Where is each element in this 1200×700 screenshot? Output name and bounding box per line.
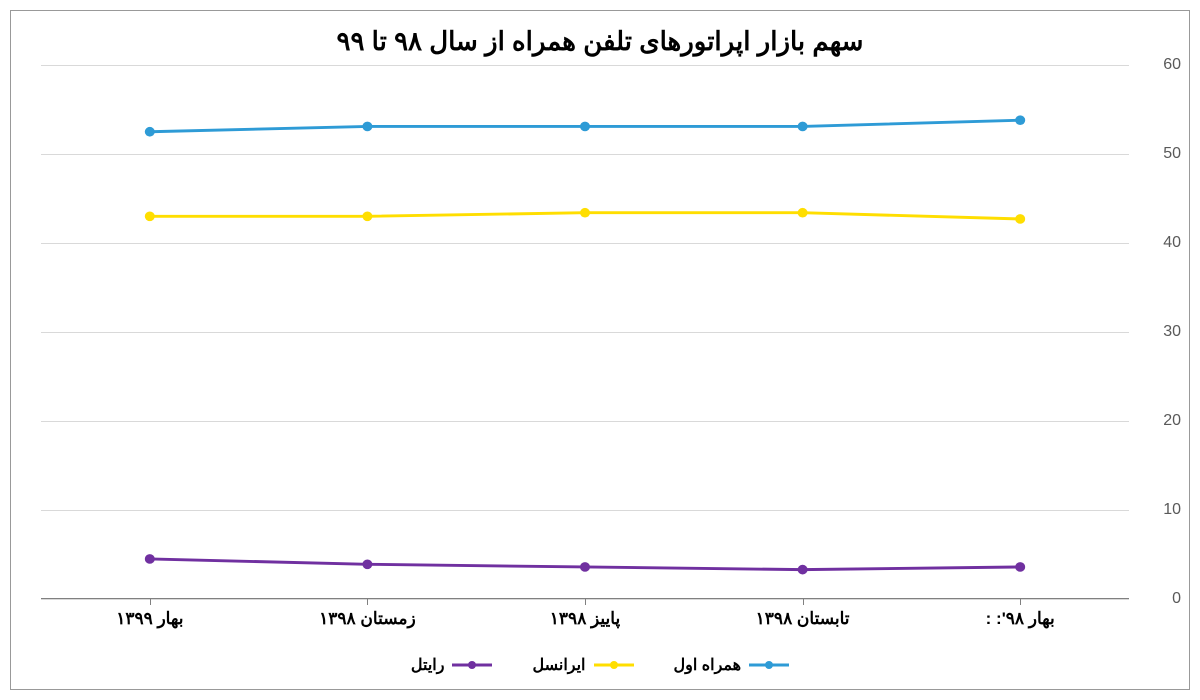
legend-marker-icon (594, 659, 634, 671)
x-axis: بهار ۹۸': :تابستان ۱۳۹۸پاییز ۱۳۹۸زمستان … (41, 599, 1129, 643)
y-tick-label: 10 (1163, 501, 1181, 519)
legend-marker-icon (749, 659, 789, 671)
x-tick-label: بهار ۱۳۹۹ (41, 599, 259, 643)
legend-marker-icon (452, 659, 492, 671)
series-marker (362, 211, 372, 221)
series-marker (580, 562, 590, 572)
legend-item: ایرانسل (532, 655, 633, 675)
series-marker (1015, 115, 1025, 125)
x-tick-mark (367, 599, 368, 605)
series-marker (145, 127, 155, 137)
x-tick-label: بهار ۹۸': : (911, 599, 1129, 643)
y-tick-label: 30 (1163, 323, 1181, 341)
legend: همراه اول ایرانسل رایتل (11, 643, 1189, 689)
series-marker (798, 565, 808, 575)
y-tick-label: 0 (1172, 590, 1181, 608)
legend-label: همراه اول (674, 655, 742, 675)
y-tick-label: 60 (1163, 56, 1181, 74)
market-share-chart: سهم بازار اپراتورهای تلفن همراه از سال ۹… (10, 10, 1190, 690)
chart-title: سهم بازار اپراتورهای تلفن همراه از سال ۹… (11, 11, 1189, 65)
series-marker (362, 559, 372, 569)
legend-item: همراه اول (674, 655, 790, 675)
x-tick-label: تابستان ۱۳۹۸ (694, 599, 912, 643)
series-marker (580, 122, 590, 132)
series-marker (145, 554, 155, 564)
x-tick-label: پاییز ۱۳۹۸ (476, 599, 694, 643)
legend-label: رایتل (411, 655, 445, 675)
x-tick-label: زمستان ۱۳۹۸ (259, 599, 477, 643)
legend-label: ایرانسل (532, 655, 585, 675)
series-marker (1015, 214, 1025, 224)
series-marker (362, 122, 372, 132)
y-tick-label: 50 (1163, 145, 1181, 163)
x-tick-mark (803, 599, 804, 605)
y-tick-label: 20 (1163, 412, 1181, 430)
legend-item: رایتل (411, 655, 493, 675)
x-tick-mark (1020, 599, 1021, 605)
plot-area (41, 65, 1129, 599)
y-tick-label: 40 (1163, 234, 1181, 252)
series-marker (798, 122, 808, 132)
chart-body: 0102030405060 (11, 65, 1189, 599)
series-marker (580, 208, 590, 218)
x-tick-mark (150, 599, 151, 605)
y-axis: 0102030405060 (1139, 65, 1189, 599)
series-marker (1015, 562, 1025, 572)
series-marker (798, 208, 808, 218)
x-tick-mark (585, 599, 586, 605)
series-marker (145, 211, 155, 221)
chart-svg (41, 65, 1129, 599)
